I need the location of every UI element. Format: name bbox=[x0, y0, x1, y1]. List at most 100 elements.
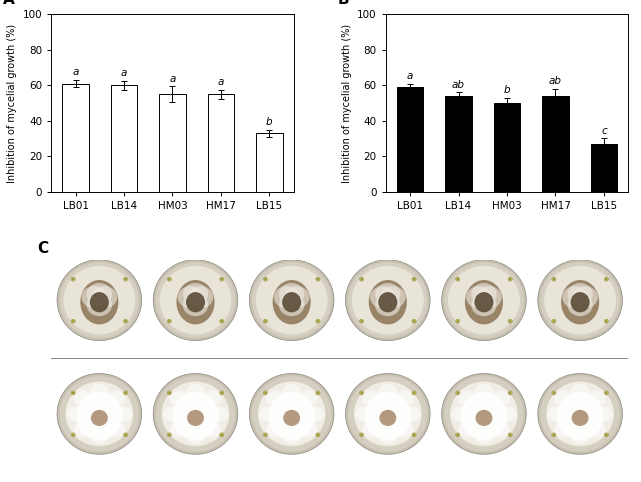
Ellipse shape bbox=[554, 390, 573, 406]
Ellipse shape bbox=[594, 406, 613, 422]
Bar bbox=[494, 103, 520, 192]
Ellipse shape bbox=[279, 283, 304, 305]
Ellipse shape bbox=[412, 433, 416, 437]
Ellipse shape bbox=[355, 406, 374, 422]
Ellipse shape bbox=[605, 434, 608, 436]
Ellipse shape bbox=[73, 422, 92, 437]
Ellipse shape bbox=[508, 433, 512, 437]
Ellipse shape bbox=[263, 277, 267, 281]
Text: a: a bbox=[407, 71, 413, 81]
Text: C: C bbox=[37, 241, 48, 255]
Ellipse shape bbox=[360, 391, 363, 395]
Ellipse shape bbox=[305, 406, 324, 422]
Ellipse shape bbox=[509, 320, 512, 322]
Ellipse shape bbox=[508, 319, 512, 323]
Ellipse shape bbox=[561, 280, 599, 324]
Ellipse shape bbox=[264, 392, 267, 394]
Text: b: b bbox=[266, 117, 273, 127]
Ellipse shape bbox=[360, 392, 363, 394]
Ellipse shape bbox=[87, 283, 112, 305]
Text: k: k bbox=[444, 375, 449, 385]
Ellipse shape bbox=[317, 278, 319, 280]
Ellipse shape bbox=[456, 320, 459, 322]
Ellipse shape bbox=[456, 278, 459, 280]
Ellipse shape bbox=[167, 433, 171, 437]
Ellipse shape bbox=[345, 374, 430, 455]
Ellipse shape bbox=[284, 286, 310, 308]
Ellipse shape bbox=[360, 320, 363, 322]
Ellipse shape bbox=[375, 283, 401, 305]
Ellipse shape bbox=[264, 320, 267, 322]
Ellipse shape bbox=[73, 390, 92, 406]
Ellipse shape bbox=[604, 433, 608, 437]
Ellipse shape bbox=[168, 320, 171, 322]
Ellipse shape bbox=[509, 278, 512, 280]
Text: d: d bbox=[347, 262, 353, 271]
Ellipse shape bbox=[401, 406, 420, 422]
Ellipse shape bbox=[540, 376, 620, 452]
Ellipse shape bbox=[553, 278, 555, 280]
Ellipse shape bbox=[67, 406, 86, 422]
Ellipse shape bbox=[283, 410, 300, 426]
Ellipse shape bbox=[450, 382, 518, 446]
Ellipse shape bbox=[509, 392, 512, 394]
Ellipse shape bbox=[360, 278, 363, 280]
Ellipse shape bbox=[221, 278, 223, 280]
Bar bbox=[445, 96, 472, 192]
Ellipse shape bbox=[605, 278, 608, 280]
Ellipse shape bbox=[316, 391, 320, 395]
Ellipse shape bbox=[547, 406, 567, 422]
Ellipse shape bbox=[456, 391, 460, 395]
Bar bbox=[111, 85, 137, 192]
Text: A: A bbox=[3, 0, 15, 7]
Ellipse shape bbox=[370, 286, 395, 308]
Ellipse shape bbox=[264, 278, 267, 280]
Ellipse shape bbox=[360, 277, 363, 281]
Ellipse shape bbox=[282, 292, 301, 312]
Ellipse shape bbox=[553, 434, 555, 436]
Text: c: c bbox=[251, 262, 256, 271]
Ellipse shape bbox=[360, 319, 363, 323]
Ellipse shape bbox=[124, 391, 128, 395]
Text: j: j bbox=[347, 375, 350, 385]
Ellipse shape bbox=[544, 266, 616, 335]
Ellipse shape bbox=[572, 410, 588, 426]
Ellipse shape bbox=[317, 320, 319, 322]
Ellipse shape bbox=[187, 410, 204, 426]
Ellipse shape bbox=[412, 277, 416, 281]
Ellipse shape bbox=[570, 292, 590, 312]
Ellipse shape bbox=[461, 392, 507, 440]
Ellipse shape bbox=[57, 260, 142, 341]
Text: ab: ab bbox=[452, 80, 465, 90]
Ellipse shape bbox=[221, 320, 223, 322]
Ellipse shape bbox=[360, 433, 363, 437]
Ellipse shape bbox=[412, 391, 416, 395]
Ellipse shape bbox=[57, 374, 142, 455]
Ellipse shape bbox=[167, 391, 171, 395]
Bar bbox=[208, 94, 235, 192]
Ellipse shape bbox=[263, 433, 267, 437]
Ellipse shape bbox=[90, 292, 109, 312]
Ellipse shape bbox=[587, 390, 606, 406]
Ellipse shape bbox=[413, 434, 415, 436]
Text: c: c bbox=[601, 126, 607, 136]
Ellipse shape bbox=[444, 376, 524, 452]
Ellipse shape bbox=[413, 392, 415, 394]
Ellipse shape bbox=[471, 283, 497, 305]
Ellipse shape bbox=[587, 422, 606, 437]
Ellipse shape bbox=[604, 391, 608, 395]
Ellipse shape bbox=[91, 410, 108, 426]
Ellipse shape bbox=[369, 280, 407, 324]
Ellipse shape bbox=[124, 434, 127, 436]
Ellipse shape bbox=[221, 392, 223, 394]
Ellipse shape bbox=[167, 277, 171, 281]
Ellipse shape bbox=[63, 266, 135, 335]
Ellipse shape bbox=[362, 390, 381, 406]
Ellipse shape bbox=[90, 384, 109, 400]
Ellipse shape bbox=[458, 422, 477, 437]
Ellipse shape bbox=[186, 292, 205, 312]
Ellipse shape bbox=[60, 376, 139, 452]
Text: B: B bbox=[337, 0, 349, 7]
Ellipse shape bbox=[412, 319, 416, 323]
Ellipse shape bbox=[456, 434, 459, 436]
